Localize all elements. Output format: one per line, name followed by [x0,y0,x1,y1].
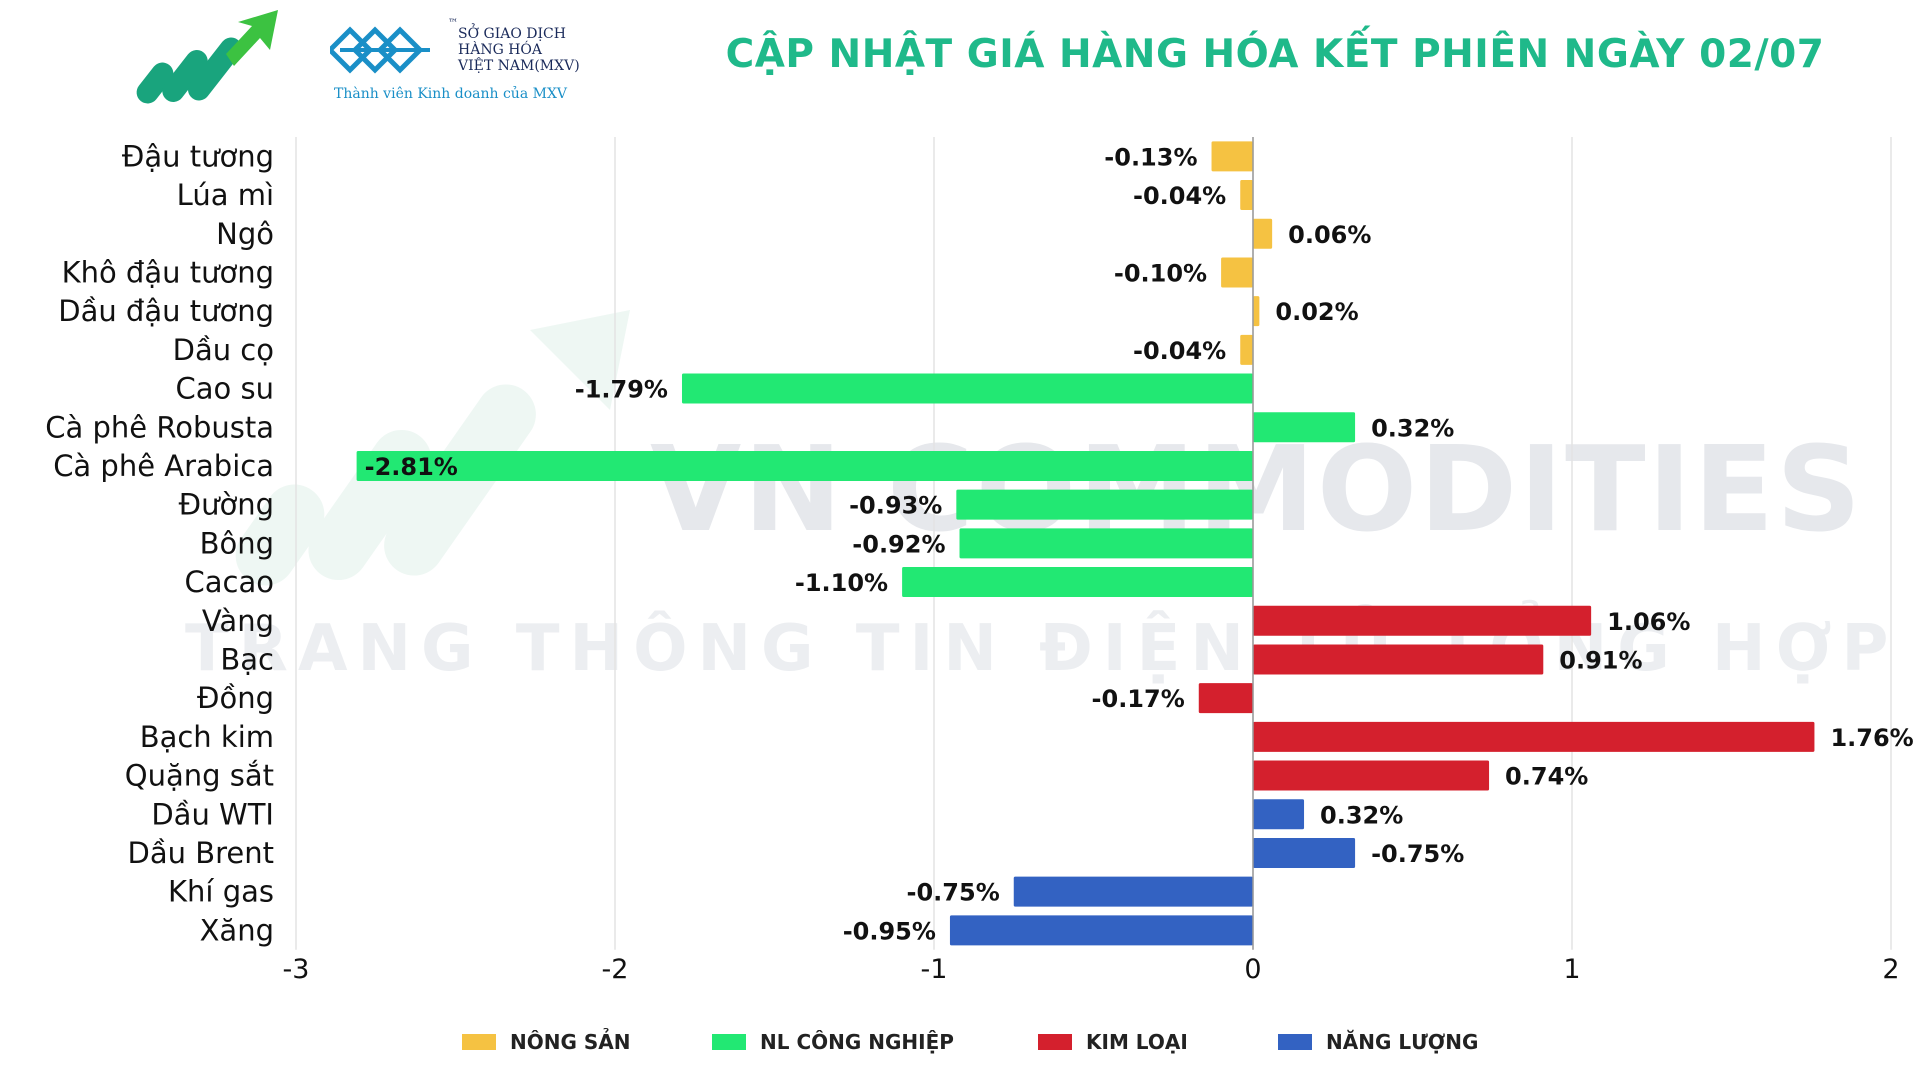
category-label: Dầu WTI [151,797,274,831]
data-label: 0.32% [1371,414,1454,442]
data-label: -0.13% [1104,143,1197,171]
bar [356,450,1253,481]
data-label: 0.02% [1275,298,1358,326]
category-label: Xăng [200,913,274,947]
legend: NÔNG SẢN NL CÔNG NGHIỆP KIM LOẠI NĂNG LƯ… [0,1030,1920,1070]
bar [1253,760,1490,791]
watermark-main: VN COMMODITIES [650,420,1864,558]
category-label: Quặng sắt [125,759,274,793]
data-label: -0.17% [1092,685,1185,713]
category-label: Ngô [216,217,274,251]
category-label: Vàng [202,604,274,638]
data-label: -0.75% [907,879,1000,907]
bar [1221,257,1253,288]
x-tick-label: -3 [283,954,310,985]
legend-label-nang-luong: NĂNG LƯỢNG [1326,1030,1479,1054]
x-tick-label: -2 [602,954,629,985]
bar [1253,605,1592,636]
watermark-sub: TRANG THÔNG TIN ĐIỆN TỬ TỔNG HỢP [185,612,1899,686]
data-label: -1.10% [795,569,888,597]
legend-item-nl-cong-nghiep: NL CÔNG NGHIỆP [712,1030,954,1054]
bar [1253,644,1544,675]
x-tick-label: 0 [1244,954,1261,985]
category-label: Đậu tương [122,139,274,173]
category-label: Đồng [197,681,274,715]
page-title: CẬP NHẬT GIÁ HÀNG HÓA KẾT PHIÊN NGÀY 02/… [725,32,1825,77]
mxv-tm: ™ [448,18,458,29]
bar [1211,141,1253,172]
category-label: Lúa mì [177,178,274,212]
category-label: Cao su [176,372,274,406]
legend-item-kim-loai: KIM LOẠI [1038,1030,1188,1054]
category-label: Khô đậu tương [62,255,274,289]
bar [956,489,1253,520]
mxv-tagline: Thành viên Kinh doanh của MXV [334,86,568,102]
legend-label-nl-cong-nghiep: NL CÔNG NGHIỆP [760,1030,954,1054]
mxv-line-3: VIỆT NAM(MXV) [458,58,580,74]
category-label: Dầu Brent [128,836,274,870]
legend-swatch-nong-san [462,1034,496,1050]
bar [949,915,1253,946]
data-label: 0.74% [1505,763,1588,791]
bar [1253,837,1356,868]
legend-swatch-kim-loai [1038,1034,1072,1050]
category-label: Bạc [220,642,274,676]
x-tick-label: 2 [1882,954,1899,985]
category-label: Bông [200,526,274,560]
data-label: -0.04% [1133,182,1226,210]
bar [1253,799,1305,830]
data-label: -0.75% [1371,840,1464,868]
data-label: -0.04% [1133,337,1226,365]
data-label: 1.06% [1607,608,1690,636]
mxv-line-1: SỞ GIAO DỊCH [458,26,566,42]
x-tick-label: 1 [1563,954,1580,985]
data-label: -0.93% [849,492,942,520]
bar [902,567,1253,598]
bar [1253,412,1356,443]
legend-swatch-nl-cong-nghiep [712,1034,746,1050]
x-tick-label: -1 [921,954,948,985]
legend-item-nang-luong: NĂNG LƯỢNG [1278,1030,1478,1054]
data-label: 0.91% [1559,646,1642,674]
bar [681,373,1253,404]
bar-chart: -3 -2 -1 0 1 2 Đậu tương -0.13% Lúa mì -0.04% Ngô 0… [45,137,1914,985]
bar [1240,180,1253,211]
data-label: 0.32% [1320,801,1403,829]
category-label: Cà phê Robusta [45,410,274,444]
legend-label-nong-san: NÔNG SẢN [510,1030,631,1054]
legend-label-kim-loai: KIM LOẠI [1086,1030,1188,1054]
category-label: Khí gas [168,875,274,909]
bar [1240,334,1253,365]
data-label: -0.92% [852,530,945,558]
data-label: 1.76% [1830,724,1913,752]
data-label: -2.81% [365,453,458,481]
category-label: Dầu đậu tương [58,294,274,328]
legend-item-nong-san: NÔNG SẢN [462,1030,630,1054]
bar [959,528,1253,559]
category-label: Dầu cọ [173,333,274,367]
category-label: Cacao [185,565,274,599]
mxv-line-2: HÀNG HÓA [458,42,542,58]
bar [1198,683,1253,714]
data-label: -0.95% [843,917,936,945]
data-label: -1.79% [575,376,668,404]
vnc-logo [136,10,278,104]
data-label: -0.10% [1114,259,1207,287]
legend-swatch-nang-luong [1278,1034,1312,1050]
bar [1013,876,1253,907]
bar [1253,218,1273,249]
mxv-logo [330,26,430,74]
category-label: Đường [179,488,274,522]
bar [1253,296,1260,327]
data-label: 0.06% [1288,221,1371,249]
bar [1253,721,1815,752]
category-label: Cà phê Arabica [53,449,274,483]
category-label: Bạch kim [140,720,274,754]
logo-area: ™ SỞ GIAO DỊCH HÀNG HÓA VIỆT NAM(MXV) Th… [130,8,590,118]
